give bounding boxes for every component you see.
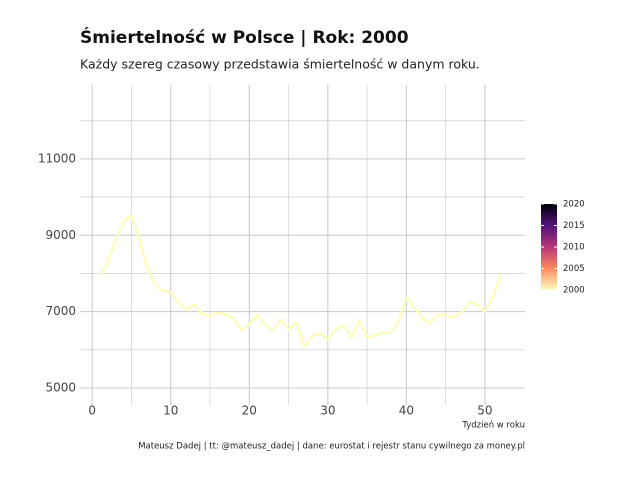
- x-tick-label: 30: [320, 404, 335, 418]
- chart-subtitle: Każdy szereg czasowy przedstawia śmierte…: [80, 57, 480, 72]
- y-tick-label: 7000: [45, 304, 76, 318]
- x-tick-label: 40: [399, 404, 414, 418]
- y-tick-label: 9000: [45, 228, 76, 242]
- colorbar-label: 2000: [563, 286, 585, 296]
- colorbar-label: 2005: [563, 264, 585, 274]
- caption: Mateusz Dadej | tt: @mateusz_dadej | dan…: [138, 442, 525, 452]
- colorbar: [541, 204, 557, 290]
- colorbar-label: 2015: [563, 221, 585, 231]
- colorbar-label: 2010: [563, 243, 585, 253]
- colorbar-label: 2020: [563, 200, 585, 210]
- y-tick-label: 11000: [38, 151, 76, 165]
- x-tick-label: 10: [163, 404, 178, 418]
- line: [98, 214, 502, 349]
- x-axis-label: Tydzień w roku: [461, 421, 525, 431]
- y-tick-label: 5000: [45, 381, 76, 395]
- x-tick-label: 0: [88, 404, 96, 418]
- x-tick-label: 50: [477, 404, 492, 418]
- chart-title: Śmiertelność w Polsce | Rok: 2000: [80, 26, 409, 48]
- x-tick-label: 20: [242, 404, 257, 418]
